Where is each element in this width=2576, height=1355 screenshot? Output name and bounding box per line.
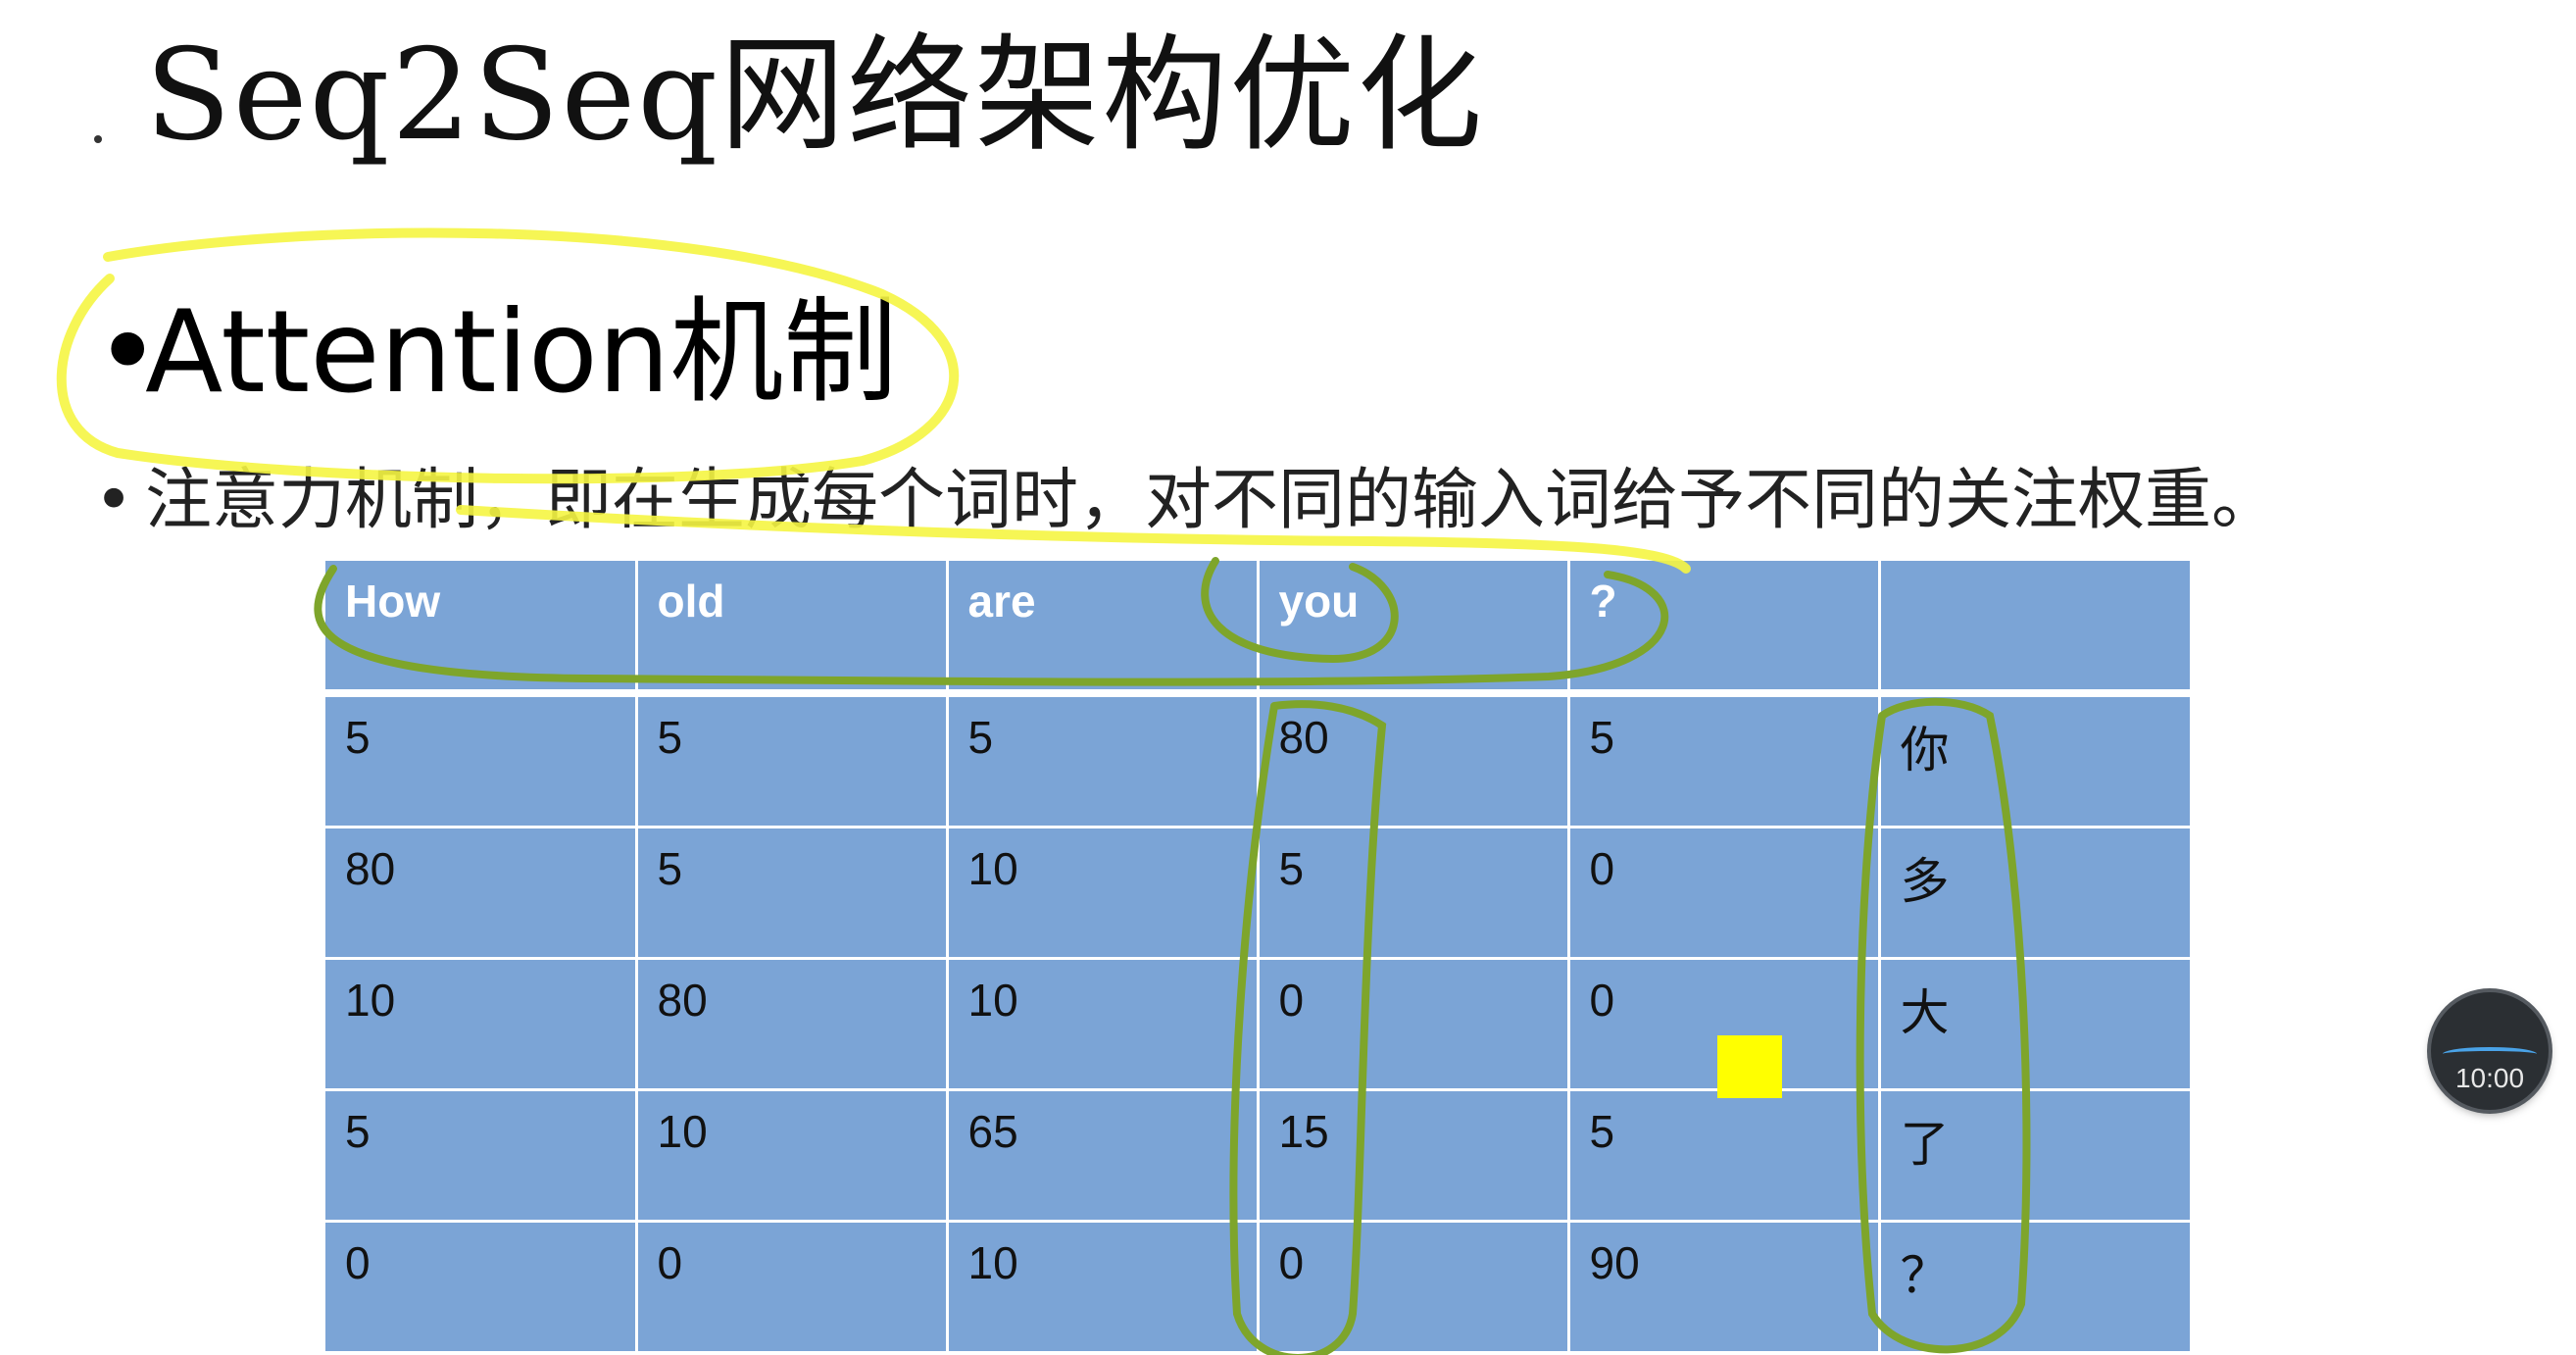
table-cell: 5 xyxy=(1568,693,1881,828)
table-cell: 10 xyxy=(636,1089,949,1223)
table-cell: 10 xyxy=(947,1221,1260,1354)
output-word-cell: 大 xyxy=(1879,958,2190,1091)
timer-wave-icon xyxy=(2443,1047,2537,1061)
subbullet-bullet: • xyxy=(94,462,134,539)
heading-text: Attention机制 xyxy=(145,286,898,419)
header-cell: you xyxy=(1258,561,1570,697)
heading-bullet: • xyxy=(94,286,162,419)
table-cell: 65 xyxy=(947,1089,1260,1223)
table-cell: 10 xyxy=(325,958,638,1091)
yellow-pointer-square xyxy=(1717,1035,1782,1098)
table-cell: 80 xyxy=(1258,693,1570,828)
table-cell: 0 xyxy=(636,1221,949,1354)
table-cell: 0 xyxy=(1258,1221,1570,1354)
table-header-row: How old are you ? xyxy=(325,561,2190,697)
output-word-cell: ？ xyxy=(1879,1221,2190,1354)
header-cell xyxy=(1879,561,2190,697)
output-word-cell: 多 xyxy=(1879,827,2190,960)
timer-text: 10:00 xyxy=(2454,1063,2525,1093)
header-cell: old xyxy=(636,561,949,697)
table-cell: 5 xyxy=(1258,827,1570,960)
table-row: 80 5 10 5 0 多 xyxy=(325,827,2190,960)
output-word-cell: 你 xyxy=(1879,693,2190,828)
table-row: 0 0 10 0 90 ？ xyxy=(325,1221,2190,1354)
table-cell: 0 xyxy=(1258,958,1570,1091)
table-row: 10 80 10 0 0 大 xyxy=(325,958,2190,1091)
table-cell: 0 xyxy=(1568,827,1881,960)
table-row: 5 5 5 80 5 你 xyxy=(325,693,2190,828)
attention-weight-table: How old are you ? 5 5 5 80 5 你 80 5 10 5 xyxy=(325,561,2190,1355)
table-cell: 5 xyxy=(947,693,1260,828)
timer-widget[interactable]: 10:00 xyxy=(2431,992,2549,1110)
table-cell: 15 xyxy=(1258,1089,1570,1223)
output-word-cell: 了 xyxy=(1879,1089,2190,1223)
table-row: 5 10 65 15 5 了 xyxy=(325,1089,2190,1223)
header-cell: How xyxy=(325,561,638,697)
table-cell: 5 xyxy=(636,827,949,960)
table-cell: 5 xyxy=(325,693,638,828)
table-cell: 0 xyxy=(325,1221,638,1354)
header-cell: ? xyxy=(1568,561,1881,697)
slide-title: Seq2Seq网络架构优化 xyxy=(145,23,1485,169)
weight-table: How old are you ? 5 5 5 80 5 你 80 5 10 5 xyxy=(325,561,2190,1354)
table-cell: 5 xyxy=(1568,1089,1881,1223)
table-cell: 5 xyxy=(636,693,949,828)
title-bullet-dot xyxy=(94,135,102,143)
header-cell: are xyxy=(947,561,1260,697)
table-cell: 80 xyxy=(636,958,949,1091)
table-cell: 10 xyxy=(947,827,1260,960)
heading-attention: •Attention机制 xyxy=(94,290,897,416)
table-cell: 10 xyxy=(947,958,1260,1091)
table-cell: 90 xyxy=(1568,1221,1881,1354)
table-cell: 80 xyxy=(325,827,638,960)
table-cell: 5 xyxy=(325,1089,638,1223)
subbullet-description: • 注意力机制，即在生成每个词时，对不同的输入词给予不同的关注权重。 xyxy=(94,462,2279,539)
subbullet-text: 注意力机制，即在生成每个词时，对不同的输入词给予不同的关注权重。 xyxy=(145,462,2279,539)
